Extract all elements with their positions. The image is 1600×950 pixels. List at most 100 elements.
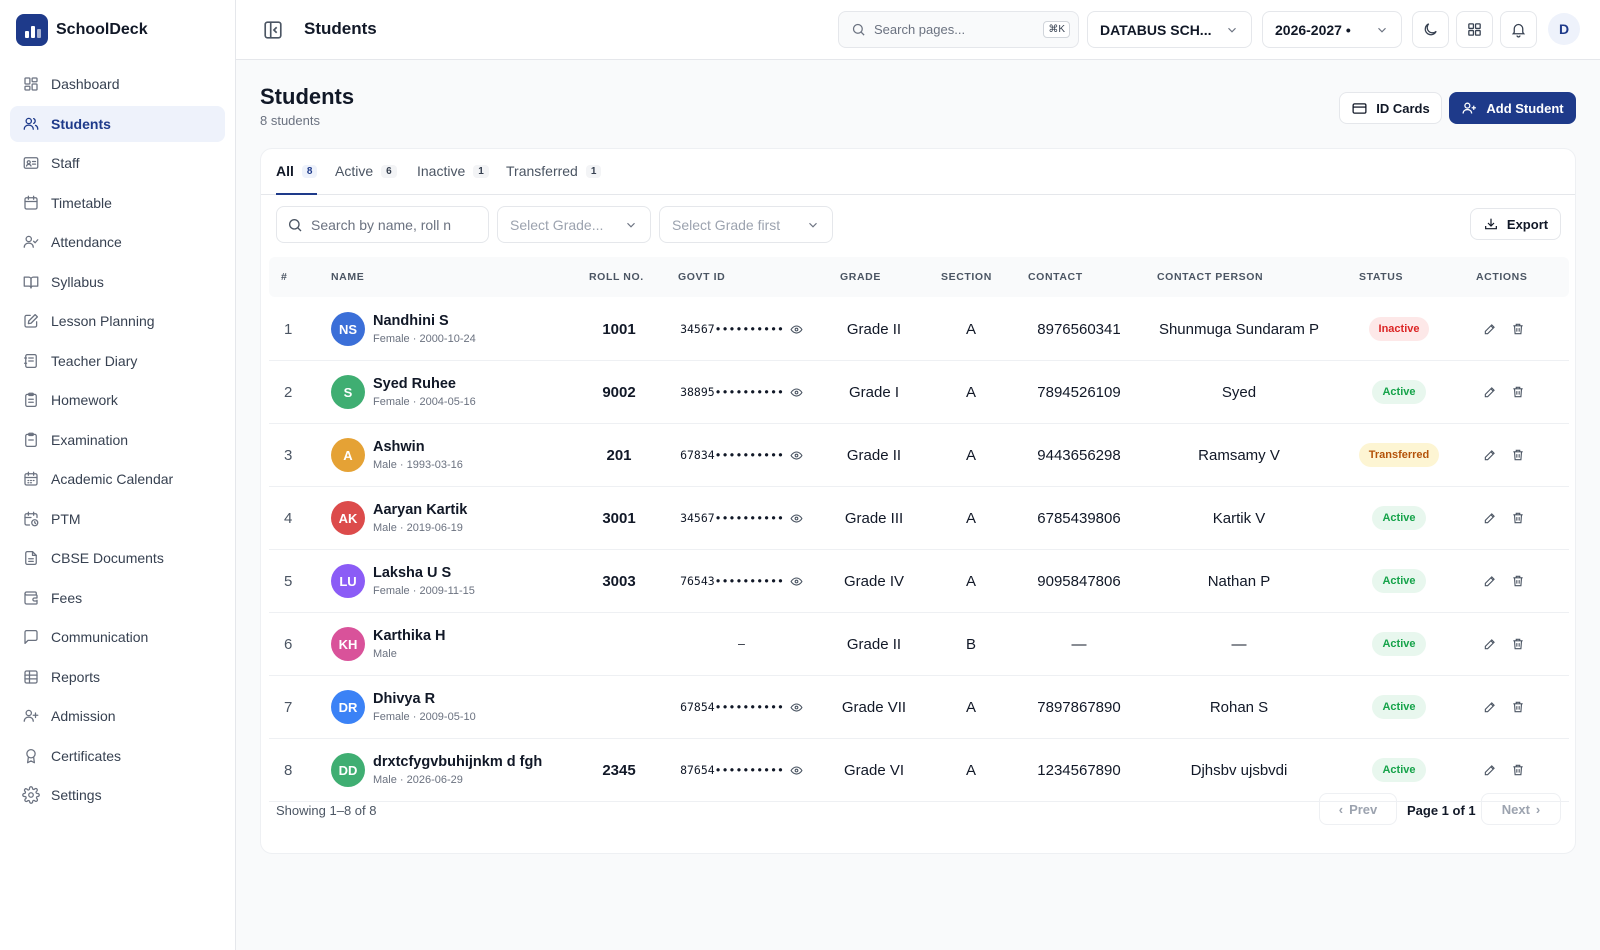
- id-cards-label: ID Cards: [1376, 100, 1430, 116]
- delete-icon[interactable]: [1511, 511, 1525, 525]
- id-cards-button[interactable]: ID Cards: [1339, 92, 1442, 124]
- row-actions: [1464, 739, 1544, 801]
- next-page-button[interactable]: Next ›: [1481, 793, 1561, 825]
- edit-icon[interactable]: [1483, 574, 1497, 588]
- user-plus-icon: [1462, 102, 1477, 114]
- theme-toggle-button[interactable]: [1412, 11, 1449, 48]
- sidebar-item-cbse-documents[interactable]: CBSE Documents: [10, 540, 225, 576]
- table-row[interactable]: 4 AK Aaryan Kartik Male · 2019-06-19 3001 345…: [269, 487, 1569, 550]
- eye-icon[interactable]: [790, 764, 803, 777]
- tab-transferred[interactable]: Transferred 1: [506, 163, 602, 195]
- delete-icon[interactable]: [1511, 448, 1525, 462]
- edit-icon[interactable]: [1483, 637, 1497, 651]
- student-name-cell[interactable]: A Ashwin Male · 1993-03-16: [331, 424, 581, 486]
- eye-icon[interactable]: [790, 575, 803, 588]
- edit-icon[interactable]: [1483, 511, 1497, 525]
- table-row[interactable]: 3 A Ashwin Male · 1993-03-16 201 67834•••••••…: [269, 424, 1569, 487]
- page-search-input[interactable]: Search pages... ⌘K: [838, 11, 1079, 48]
- eye-icon[interactable]: [790, 323, 803, 336]
- sidebar-toggle-icon[interactable]: [262, 19, 284, 41]
- student-name-cell[interactable]: DR Dhivya R Female · 2009-05-10: [331, 676, 581, 738]
- sidebar-item-lesson-planning[interactable]: Lesson Planning: [10, 303, 225, 339]
- delete-icon[interactable]: [1511, 700, 1525, 714]
- eye-icon[interactable]: [790, 512, 803, 525]
- user-avatar[interactable]: D: [1548, 13, 1580, 45]
- sidebar-item-ptm[interactable]: PTM: [10, 501, 225, 537]
- prev-page-button[interactable]: ‹ Prev: [1319, 793, 1397, 825]
- tab-active[interactable]: Active 6: [335, 163, 397, 195]
- avatar: NS: [331, 312, 365, 346]
- edit-icon[interactable]: [1483, 322, 1497, 336]
- brand: SchoolDeck: [0, 0, 235, 60]
- student-search-input[interactable]: Search by name, roll n: [276, 206, 489, 243]
- sidebar-item-syllabus[interactable]: Syllabus: [10, 264, 225, 300]
- tab-inactive[interactable]: Inactive 1: [417, 163, 489, 195]
- delete-icon[interactable]: [1511, 637, 1525, 651]
- tab-label: Active: [335, 163, 374, 179]
- status-badge: Active: [1372, 632, 1426, 656]
- govt-id: 34567••••••••••: [680, 511, 784, 525]
- academic-year-select[interactable]: 2026-2027 •: [1262, 11, 1402, 48]
- edit-icon[interactable]: [1483, 700, 1497, 714]
- sidebar-nav: Dashboard Students Staff Timetable Attendanc…: [0, 66, 235, 813]
- topbar: Students Search pages... ⌘K DATABUS SCH.…: [236, 0, 1600, 60]
- delete-icon[interactable]: [1511, 385, 1525, 399]
- row-actions: [1464, 487, 1544, 549]
- govt-id-cell: 38895••••••••••: [669, 361, 814, 423]
- sidebar-item-academic-calendar[interactable]: Academic Calendar: [10, 461, 225, 497]
- user-plus-icon: [23, 709, 39, 722]
- table-row[interactable]: 1 NS Nandhini S Female · 2000-10-24 1001 3456…: [269, 298, 1569, 361]
- sidebar-item-teacher-diary[interactable]: Teacher Diary: [10, 343, 225, 379]
- table-row[interactable]: 7 DR Dhivya R Female · 2009-05-10 67854•••••…: [269, 676, 1569, 739]
- sidebar-item-timetable[interactable]: Timetable: [10, 185, 225, 221]
- eye-icon[interactable]: [790, 701, 803, 714]
- sidebar-item-reports[interactable]: Reports: [10, 659, 225, 695]
- status-tabs: All 8 Active 6 Inactive 1 Transferred 1: [261, 149, 1575, 195]
- sidebar-item-homework[interactable]: Homework: [10, 382, 225, 418]
- delete-icon[interactable]: [1511, 574, 1525, 588]
- edit-icon[interactable]: [1483, 385, 1497, 399]
- eye-icon[interactable]: [790, 449, 803, 462]
- student-name-cell[interactable]: S Syed Ruhee Female · 2004-05-16: [331, 361, 581, 423]
- tab-all[interactable]: All 8: [276, 163, 318, 195]
- sidebar-item-dashboard[interactable]: Dashboard: [10, 66, 225, 102]
- student-name-cell[interactable]: DD drxtcfygvbuhijnkm d fgh Male · 2026-06-…: [331, 739, 581, 801]
- table-row[interactable]: 5 LU Laksha U S Female · 2009-11-15 3003 7654…: [269, 550, 1569, 613]
- roll-number: 1001: [602, 320, 636, 338]
- sidebar-item-label: Timetable: [51, 194, 112, 211]
- student-name-cell[interactable]: LU Laksha U S Female · 2009-11-15: [331, 550, 581, 612]
- sidebar-item-attendance[interactable]: Attendance: [10, 224, 225, 260]
- sidebar-item-certificates[interactable]: Certificates: [10, 738, 225, 774]
- govt-id-cell: 67834••••••••••: [669, 424, 814, 486]
- sidebar-item-settings[interactable]: Settings: [10, 777, 225, 813]
- sidebar-item-examination[interactable]: Examination: [10, 422, 225, 458]
- student-name-cell[interactable]: NS Nandhini S Female · 2000-10-24: [331, 298, 581, 360]
- sidebar-item-admission[interactable]: Admission: [10, 698, 225, 734]
- sidebar-item-staff[interactable]: Staff: [10, 145, 225, 181]
- sidebar-item-communication[interactable]: Communication: [10, 619, 225, 655]
- delete-icon[interactable]: [1511, 322, 1525, 336]
- edit-icon[interactable]: [1483, 448, 1497, 462]
- section-select[interactable]: Select Grade first: [659, 206, 833, 243]
- sidebar-item-fees[interactable]: Fees: [10, 580, 225, 616]
- status-badge: Active: [1372, 506, 1426, 530]
- notifications-button[interactable]: [1500, 11, 1537, 48]
- status-cell: Active: [1339, 739, 1459, 801]
- edit-icon[interactable]: [1483, 763, 1497, 777]
- roll-number: 201: [606, 446, 632, 464]
- sidebar-item-students[interactable]: Students: [10, 105, 225, 142]
- table-row[interactable]: 8 DD drxtcfygvbuhijnkm d fgh Male · 2026-06…: [269, 739, 1569, 802]
- delete-icon[interactable]: [1511, 763, 1525, 777]
- table-row[interactable]: 6 KH Karthika H Male – Grade II B — — Active: [269, 613, 1569, 676]
- table-row[interactable]: 2 S Syed Ruhee Female · 2004-05-16 9002 38895…: [269, 361, 1569, 424]
- apps-button[interactable]: [1456, 11, 1493, 48]
- grade-select[interactable]: Select Grade...: [497, 206, 651, 243]
- bell-icon: [1511, 23, 1526, 38]
- chevron-right-icon: ›: [1535, 801, 1541, 817]
- student-name-cell[interactable]: KH Karthika H Male: [331, 613, 581, 675]
- export-button[interactable]: Export: [1470, 208, 1561, 240]
- student-name-cell[interactable]: AK Aaryan Kartik Male · 2019-06-19: [331, 487, 581, 549]
- add-student-button[interactable]: Add Student: [1449, 92, 1576, 124]
- eye-icon[interactable]: [790, 386, 803, 399]
- school-select[interactable]: DATABUS SCH...: [1087, 11, 1252, 48]
